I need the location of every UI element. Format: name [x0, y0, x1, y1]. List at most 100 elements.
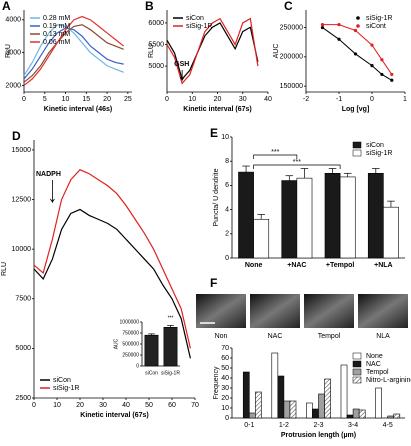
- bar: [367, 173, 384, 259]
- x-tick-label: 0: [22, 96, 26, 103]
- x-tick-label: -1: [336, 96, 342, 103]
- panel-label: E: [210, 126, 218, 140]
- legend-label: siSig-1R: [366, 15, 392, 22]
- x-tick-label: 40: [122, 402, 130, 409]
- point: [390, 78, 394, 82]
- y-tick-label: 5000: [15, 345, 31, 352]
- bar: [283, 400, 291, 419]
- point: [337, 37, 341, 41]
- x-tick-label: 50: [145, 402, 153, 409]
- y-tick-label: 10: [221, 405, 229, 412]
- x-tick-label: 60: [168, 402, 176, 409]
- x-axis-title: Protrusion length (µm): [281, 432, 356, 439]
- x-tick-label: 5: [43, 96, 47, 103]
- x-tick-label: 25: [124, 96, 132, 103]
- line-series: [23, 24, 124, 83]
- image-label: NLA: [376, 333, 390, 340]
- bar: [255, 391, 262, 419]
- x-tick-label: 4-5: [383, 422, 393, 429]
- x-tick-label: 30: [239, 96, 247, 103]
- image-label: Non: [215, 333, 228, 340]
- point: [320, 23, 325, 27]
- bar: [318, 393, 325, 419]
- y-axis-title: AUC: [273, 44, 280, 59]
- x-tick-label: 1-2: [279, 422, 289, 429]
- legend-swatch: [352, 376, 362, 384]
- significance: ***: [271, 149, 279, 156]
- panel-label: D: [12, 129, 21, 143]
- x-tick-label: 20: [76, 402, 84, 409]
- annotation: NADPH: [36, 171, 61, 178]
- y-tick-label: 250000: [280, 24, 303, 31]
- legend-label: siSig-1R: [53, 385, 79, 392]
- y-tick-label: 60: [221, 355, 229, 362]
- annotation: GSH: [174, 61, 189, 68]
- bar: [352, 408, 360, 419]
- legend-swatch: [352, 360, 362, 368]
- line-series: [166, 17, 259, 85]
- bar: [271, 352, 279, 419]
- legend-label: 0.28 mM: [43, 15, 70, 22]
- micrograph-row: [196, 294, 408, 328]
- bar: [312, 408, 319, 419]
- line-series: [166, 22, 259, 81]
- legend-swatch: [356, 16, 360, 20]
- y-axis-title: RLU: [148, 44, 155, 58]
- legend-swatch: [352, 141, 362, 149]
- x-tick-label: 0: [32, 402, 36, 409]
- point: [370, 43, 374, 47]
- legend-label: siCon: [53, 377, 71, 384]
- y-tick-label: 40: [221, 375, 229, 382]
- legend-label: NAC: [366, 361, 381, 368]
- bar: [144, 334, 159, 367]
- y-tick-label: 4: [225, 206, 229, 213]
- bar: [339, 176, 356, 259]
- legend-label: 0.13 mM: [43, 31, 70, 38]
- bar: [281, 180, 298, 259]
- bar: [296, 177, 313, 259]
- x-axis-title: Kinetic interval (46s): [44, 106, 112, 113]
- bar: [306, 402, 313, 419]
- legend-swatch: [352, 352, 362, 360]
- line-series: [23, 15, 125, 86]
- legend-label: 0.06 mM: [43, 39, 70, 46]
- bar: [253, 218, 270, 259]
- significance-bracket: [253, 154, 298, 159]
- point: [380, 72, 384, 77]
- x-tick-label: +NAC: [287, 262, 306, 269]
- fit-line: [322, 24, 393, 75]
- y-tick-label: 50: [221, 365, 229, 372]
- legend-swatch: [352, 149, 362, 157]
- bar: [277, 375, 285, 419]
- y-tick-label: 150000: [280, 83, 303, 90]
- legend-label: 0.19 mM: [43, 23, 70, 30]
- bar: [383, 206, 399, 259]
- panel-label: F: [210, 276, 217, 290]
- x-tick-label: siCon: [145, 370, 158, 376]
- bar: [375, 387, 382, 419]
- y-tick-label: 8: [225, 158, 229, 165]
- point: [337, 23, 341, 27]
- legend-swatch: [352, 368, 362, 376]
- legend-label: siSig-1R: [366, 150, 392, 157]
- y-axis-title: Puncta/ U dendrite: [213, 168, 220, 226]
- y-tick-label: 250000: [122, 352, 139, 358]
- image-label: Tempol: [318, 333, 341, 340]
- y-tick-label: 500000: [122, 341, 139, 347]
- y-tick-label: 5000: [148, 63, 164, 70]
- x-tick-label: 20: [214, 96, 222, 103]
- y-tick-label: 20: [221, 395, 229, 402]
- y-axis-title: RLU: [5, 44, 12, 58]
- x-tick-label: 40: [264, 96, 272, 103]
- y-tick-label: 5500: [148, 41, 164, 48]
- y-tick-label: 7500: [15, 296, 31, 303]
- significance-bracket: [253, 164, 341, 169]
- y-tick-label: 2000: [5, 82, 21, 89]
- y-axis-title: RLU: [1, 262, 8, 276]
- arrow: [179, 70, 185, 82]
- y-tick-label: 4000: [5, 17, 21, 24]
- panel-label: C: [284, 0, 293, 13]
- y-tick-label: 0: [225, 255, 229, 262]
- point: [320, 25, 325, 30]
